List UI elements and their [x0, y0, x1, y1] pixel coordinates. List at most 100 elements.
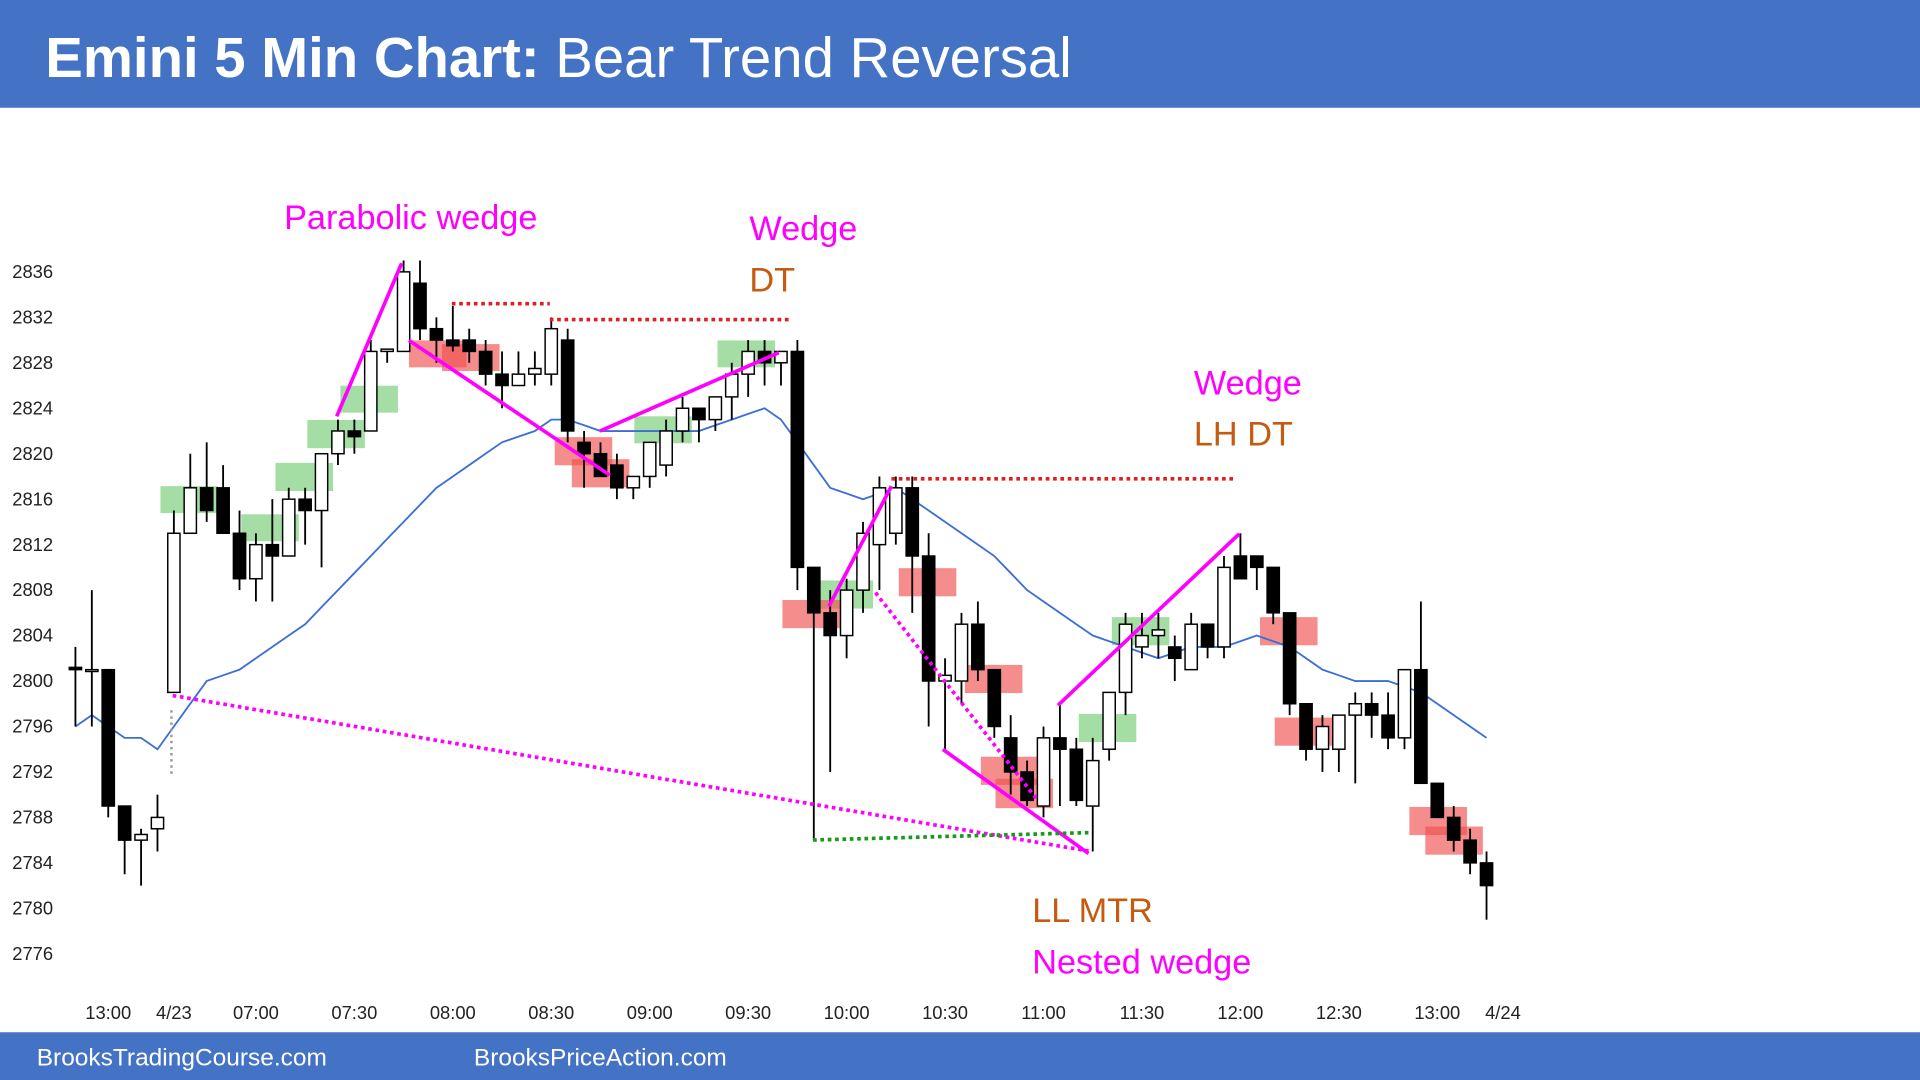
- x-tick-label: 11:30: [1120, 1002, 1165, 1023]
- candle-body: [987, 668, 1002, 728]
- candle-body: [1348, 703, 1363, 716]
- y-tick-label: 2804: [12, 625, 53, 646]
- candle-body: [839, 589, 854, 637]
- candle-body: [445, 339, 460, 347]
- x-tick-label: 4/23: [156, 1002, 192, 1023]
- candle-body: [1463, 839, 1477, 864]
- candle-body: [396, 271, 411, 353]
- annotations: Parabolic wedge Wedge DT Wedge LH DT LL …: [284, 199, 1302, 981]
- candle-body: [626, 475, 641, 489]
- x-tick-label: 08:00: [430, 1002, 476, 1023]
- candle-body: [101, 668, 116, 807]
- candle-body: [150, 816, 165, 830]
- header-bar: [0, 0, 1920, 108]
- wedge-line: [335, 262, 404, 418]
- y-tick-label: 2836: [12, 261, 53, 282]
- y-tick-label: 2780: [12, 897, 53, 918]
- y-tick-label: 2820: [12, 443, 53, 464]
- x-tick-label: 10:30: [922, 1002, 968, 1023]
- candle-body: [1217, 566, 1231, 648]
- candle-body: [1085, 759, 1100, 807]
- y-tick-label: 2796: [12, 716, 53, 737]
- candle-body: [84, 668, 99, 673]
- candle-body: [724, 373, 739, 398]
- wedge-line: [941, 747, 1090, 855]
- candle-body: [577, 441, 591, 455]
- candle-body: [888, 487, 903, 535]
- candle-body: [216, 487, 230, 535]
- candle-body: [806, 566, 821, 614]
- y-tick-label: 2832: [12, 306, 53, 327]
- candle-body: [1135, 634, 1149, 648]
- candle-body: [232, 532, 247, 580]
- candle-body: [314, 452, 329, 512]
- drawn-lines: [170, 262, 1241, 855]
- candle-body: [199, 487, 214, 512]
- candle-body: [478, 350, 493, 375]
- candle-body: [610, 464, 624, 489]
- wedge-line: [827, 485, 894, 607]
- y-tick-label: 2776: [12, 943, 53, 964]
- candle-body: [495, 373, 509, 387]
- footer-link: BrooksTradingCourse.com: [37, 1044, 327, 1071]
- x-tick-label: 09:00: [627, 1002, 673, 1023]
- candle-body: [1053, 737, 1067, 750]
- y-tick-label: 2816: [12, 488, 53, 509]
- candle-body: [1315, 725, 1330, 750]
- candle-body: [183, 487, 198, 535]
- annotation: Wedge: [1194, 364, 1302, 402]
- candle-body: [347, 430, 362, 438]
- candle-body: [1381, 714, 1395, 739]
- candle-body: [68, 666, 83, 671]
- y-tick-label: 2788: [12, 807, 53, 828]
- y-tick-label: 2808: [12, 579, 53, 600]
- title-rest: Bear Trend Reversal: [555, 26, 1071, 89]
- annotation: Parabolic wedge: [284, 199, 537, 237]
- candle-body: [1430, 782, 1445, 819]
- candle-body: [560, 339, 575, 432]
- candle-body: [1282, 612, 1297, 705]
- candle-body: [1266, 566, 1281, 614]
- candle-body: [281, 498, 296, 557]
- candle-body: [544, 327, 559, 375]
- annotation: LH DT: [1194, 416, 1293, 454]
- header-title: Emini 5 Min Chart: Bear Trend Reversal: [45, 26, 1071, 89]
- y-tick-label: 2784: [12, 852, 53, 873]
- candle-body: [708, 396, 723, 421]
- candle-body: [265, 543, 280, 557]
- candle-body: [1200, 623, 1215, 648]
- candle-body: [1233, 555, 1248, 580]
- candle-body: [790, 350, 805, 569]
- y-tick-label: 2812: [12, 534, 53, 555]
- candle-body: [1118, 623, 1133, 694]
- candle-body: [823, 612, 838, 637]
- wedge-line: [407, 338, 611, 477]
- footer-bar: [0, 1032, 1920, 1080]
- trend-line: [172, 693, 1089, 853]
- annotation: Nested wedge: [1032, 943, 1251, 981]
- candle-body: [692, 407, 706, 421]
- title-bold: Emini 5 Min Chart:: [45, 26, 539, 89]
- candle-body: [905, 487, 920, 557]
- x-tick-label: 08:30: [528, 1002, 574, 1023]
- footer-link: BrooksPriceAction.com: [474, 1044, 727, 1071]
- candle-body: [774, 350, 788, 364]
- candle-body: [1249, 555, 1264, 569]
- candle-body: [1069, 748, 1084, 802]
- x-tick-label: 12:30: [1316, 1002, 1362, 1023]
- wedge-line: [1056, 532, 1241, 707]
- x-tick-label: 07:30: [331, 1002, 377, 1023]
- candle-body: [675, 407, 690, 432]
- candle-body: [249, 543, 263, 580]
- candle-body: [1414, 668, 1428, 785]
- candle-body: [298, 498, 312, 512]
- candle-body: [1479, 862, 1494, 887]
- y-tick-label: 2824: [12, 397, 53, 418]
- candle-body: [1397, 668, 1412, 739]
- candle-body: [527, 367, 542, 375]
- candle-body: [1332, 714, 1346, 750]
- candle-body: [1102, 691, 1116, 750]
- candle-body: [134, 833, 148, 841]
- y-tick-label: 2792: [12, 761, 53, 782]
